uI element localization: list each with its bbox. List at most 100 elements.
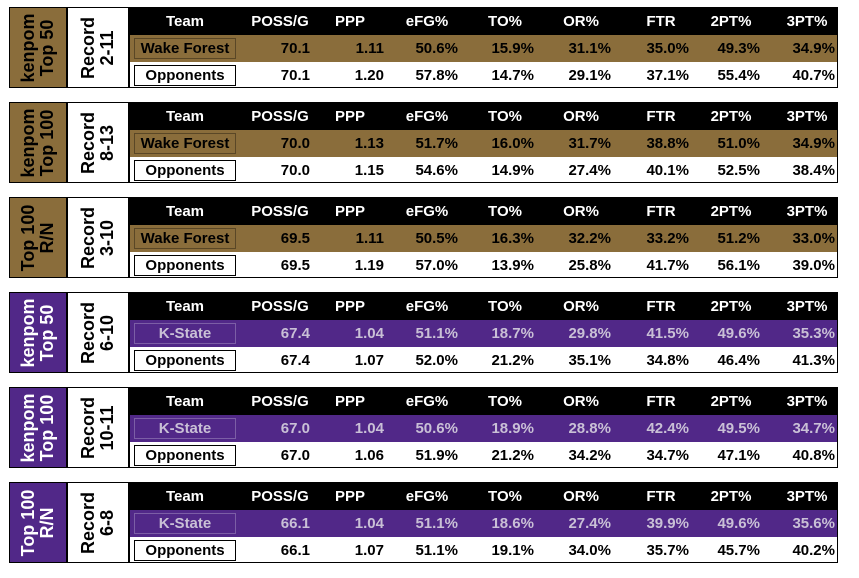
stat-cell: 1.11 (355, 230, 384, 247)
header-cell: PPP (334, 108, 365, 125)
stat-cell: 67.0 (280, 420, 310, 437)
stat-cell: 50.6% (415, 420, 458, 437)
stat-cell: 35.1% (568, 352, 611, 369)
team-name: K-State (134, 418, 236, 439)
header-cell: FTR (646, 203, 676, 220)
header-cell: eFG% (405, 13, 449, 30)
stat-cell: 40.2% (792, 542, 835, 559)
header-cell: Team (165, 108, 205, 125)
stat-cell: 51.7% (415, 135, 458, 152)
header-cell: FTR (646, 13, 676, 30)
opponents-row: Opponents 69.5 1.19 57.0% 13.9% 25.8% 41.7% 56.… (130, 252, 837, 277)
group-label-line2: Top 50 (37, 304, 57, 361)
header-row: Team POSS/G PPP eFG% TO% OR% FTR 2PT% 3PT% (130, 293, 837, 320)
record-value: 2-11 (97, 29, 117, 66)
stat-cell: 1.04 (354, 325, 384, 342)
header-cell: TO% (488, 393, 522, 410)
stat-cell: 34.7% (792, 420, 835, 437)
stat-cell: 49.6% (717, 515, 760, 532)
header-cell: PPP (334, 393, 365, 410)
stat-cell: 29.8% (568, 325, 611, 342)
header-cell: 2PT% (710, 108, 752, 125)
stat-cell: 51.1% (415, 542, 458, 559)
stat-cell: 49.5% (717, 420, 760, 437)
group-label-line1: kenpom (18, 297, 39, 368)
header-cell: eFG% (405, 488, 449, 505)
team-name-cell: Opponents (130, 442, 240, 467)
stat-cell: 33.0% (792, 230, 835, 247)
header-row: Team POSS/G PPP eFG% TO% OR% FTR 2PT% 3PT% (130, 8, 837, 35)
stat-cell: 27.4% (568, 162, 611, 179)
record-column: Record 2-11 (68, 8, 130, 87)
header-cell: OR% (563, 488, 599, 505)
stat-cell: 34.8% (646, 352, 689, 369)
header-cell: 3PT% (786, 108, 828, 125)
record-label: Record (78, 491, 99, 554)
team-row: Wake Forest 69.5 1.11 50.5% 16.3% 32.2% 33.2% 5… (130, 225, 837, 252)
record-label: Record (78, 16, 99, 79)
record-value: 3-10 (97, 219, 117, 256)
team-name: K-State (134, 323, 236, 344)
group-label: Top 100 R/N (10, 483, 68, 562)
opponents-row: Opponents 70.1 1.20 57.8% 14.7% 29.1% 37.1% 55.… (130, 62, 837, 87)
stats-block: kenpom Top 50 Record 6-10 Team POSS/G PPP eFG… (9, 292, 838, 373)
header-cell: FTR (646, 488, 676, 505)
header-cell: FTR (646, 108, 676, 125)
team-name-cell: Opponents (130, 252, 240, 277)
stat-cell: 56.1% (717, 257, 760, 274)
stat-cell: 35.3% (792, 325, 835, 342)
group-label-line1: kenpom (18, 107, 39, 178)
stat-cell: 1.07 (354, 352, 384, 369)
header-cell: 2PT% (710, 488, 752, 505)
header-cell: 3PT% (786, 203, 828, 220)
team-name-cell: Wake Forest (130, 130, 240, 157)
stat-cell: 38.4% (792, 162, 835, 179)
header-cell: OR% (563, 393, 599, 410)
stat-cell: 51.0% (717, 135, 760, 152)
stat-cell: 39.0% (792, 257, 835, 274)
group-label: kenpom Top 100 (10, 103, 68, 182)
header-cell: OR% (563, 13, 599, 30)
header-cell: Team (165, 488, 205, 505)
stats-block: Top 100 R/N Record 3-10 Team POSS/G PPP eFG% T… (9, 197, 838, 278)
group-label-line2: R/N (37, 507, 57, 538)
header-cell: 2PT% (710, 203, 752, 220)
stat-cell: 34.0% (568, 542, 611, 559)
record-label: Record (78, 396, 99, 459)
team-row: K-State 67.4 1.04 51.1% 18.7% 29.8% 41.5% 49.6%… (130, 320, 837, 347)
header-cell: Team (165, 393, 205, 410)
stat-cell: 1.11 (355, 40, 384, 57)
stat-cell: 40.1% (646, 162, 689, 179)
stat-cell: 50.6% (415, 40, 458, 57)
group-label: kenpom Top 50 (10, 8, 68, 87)
stat-cell: 67.0 (280, 447, 310, 464)
record-value: 6-10 (97, 314, 117, 351)
opponents-name: Opponents (134, 65, 236, 86)
stat-cell: 49.6% (717, 325, 760, 342)
stat-cell: 70.1 (280, 40, 310, 57)
opponents-row: Opponents 66.1 1.07 51.1% 19.1% 34.0% 35.7% 45.… (130, 537, 837, 562)
stat-cell: 41.7% (646, 257, 689, 274)
header-cell: 2PT% (710, 393, 752, 410)
stat-cell: 45.7% (717, 542, 760, 559)
team-name-cell: Opponents (130, 347, 240, 372)
stat-cell: 51.1% (415, 515, 458, 532)
stat-cell: 1.13 (354, 135, 384, 152)
opponents-name: Opponents (134, 445, 236, 466)
header-cell: 3PT% (786, 298, 828, 315)
header-cell: TO% (488, 488, 522, 505)
stat-cell: 1.04 (354, 515, 384, 532)
stat-cell: 51.1% (415, 325, 458, 342)
stats-block: kenpom Top 100 Record 10-11 Team POSS/G PPP e… (9, 387, 838, 468)
stat-cell: 52.0% (415, 352, 458, 369)
stat-cell: 31.7% (568, 135, 611, 152)
header-cell: PPP (334, 203, 365, 220)
stats-grid: Team POSS/G PPP eFG% TO% OR% FTR 2PT% 3PT% Wake … (130, 198, 837, 277)
header-cell: Team (165, 298, 205, 315)
header-cell: Team (165, 203, 205, 220)
stats-grid: Team POSS/G PPP eFG% TO% OR% FTR 2PT% 3PT% Wake … (130, 8, 837, 87)
record-column: Record 6-10 (68, 293, 130, 372)
stat-cell: 67.4 (280, 325, 310, 342)
stats-grid: Team POSS/G PPP eFG% TO% OR% FTR 2PT% 3PT% K-Sta… (130, 293, 837, 372)
stat-cell: 70.1 (280, 67, 310, 84)
